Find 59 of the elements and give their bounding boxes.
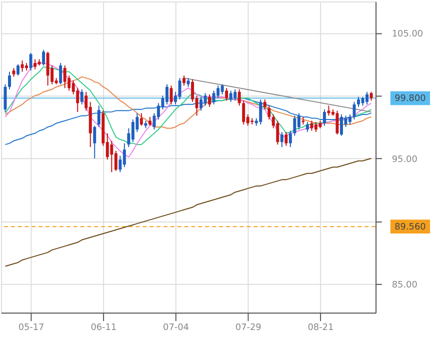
candlestick (170, 85, 173, 105)
y-tick-label: 95.00 (392, 154, 418, 165)
candlestick (310, 120, 314, 132)
candlestick (208, 94, 212, 108)
y-tick-label: 105.00 (392, 29, 424, 40)
candlestick (297, 112, 300, 130)
candlestick (280, 132, 284, 148)
candlestick (259, 98, 262, 125)
candlestick (357, 96, 360, 108)
candlestick (327, 105, 330, 116)
candlestick (97, 105, 100, 128)
candlestick (242, 100, 246, 125)
candlestick (131, 118, 134, 143)
x-tick-label: 05-17 (18, 322, 44, 333)
candlestick (8, 71, 11, 90)
y-tick-label: 85.00 (392, 280, 418, 290)
candlestick (93, 125, 96, 159)
candlestick (314, 121, 318, 132)
candlestick (225, 88, 228, 102)
candlestick (29, 52, 32, 72)
candlestick (216, 85, 220, 99)
candlestick (204, 92, 207, 106)
x-tick-label: 07-04 (163, 322, 190, 333)
candlestick (42, 49, 46, 66)
candlestick (20, 60, 24, 72)
candlestick (212, 90, 216, 105)
candlestick (63, 65, 66, 89)
candlestick (284, 132, 288, 146)
candlestick (16, 64, 20, 76)
line-series (4, 158, 372, 267)
candlestick (340, 114, 343, 136)
candlestick (306, 121, 309, 132)
candlestick (238, 88, 241, 106)
candlestick (263, 98, 266, 110)
candlestick (336, 110, 339, 136)
candlestick (322, 108, 326, 126)
candlestick (80, 88, 84, 105)
candlestick (234, 88, 237, 102)
candlestick (34, 58, 37, 70)
candlestick (276, 120, 280, 146)
candlestick (110, 140, 114, 173)
candlestick (46, 51, 50, 86)
candlestick (220, 84, 224, 95)
candlestick (229, 90, 232, 102)
candlestick (59, 62, 62, 85)
ref-line-label: 99.800 (394, 94, 426, 104)
candlestick (293, 115, 296, 136)
x-tick-label: 06-11 (90, 322, 117, 333)
candlestick (288, 130, 292, 148)
ref-line-label: 89.560 (394, 222, 426, 233)
candlestick (122, 142, 126, 168)
candlestick (200, 96, 203, 112)
candlestick (366, 91, 368, 105)
x-tick-label: 08-21 (308, 322, 334, 333)
candlestick (182, 75, 186, 86)
candlestick (268, 105, 271, 120)
candlestick (140, 112, 143, 126)
candlestick (165, 84, 168, 105)
x-tick-label: 07-29 (235, 322, 262, 333)
